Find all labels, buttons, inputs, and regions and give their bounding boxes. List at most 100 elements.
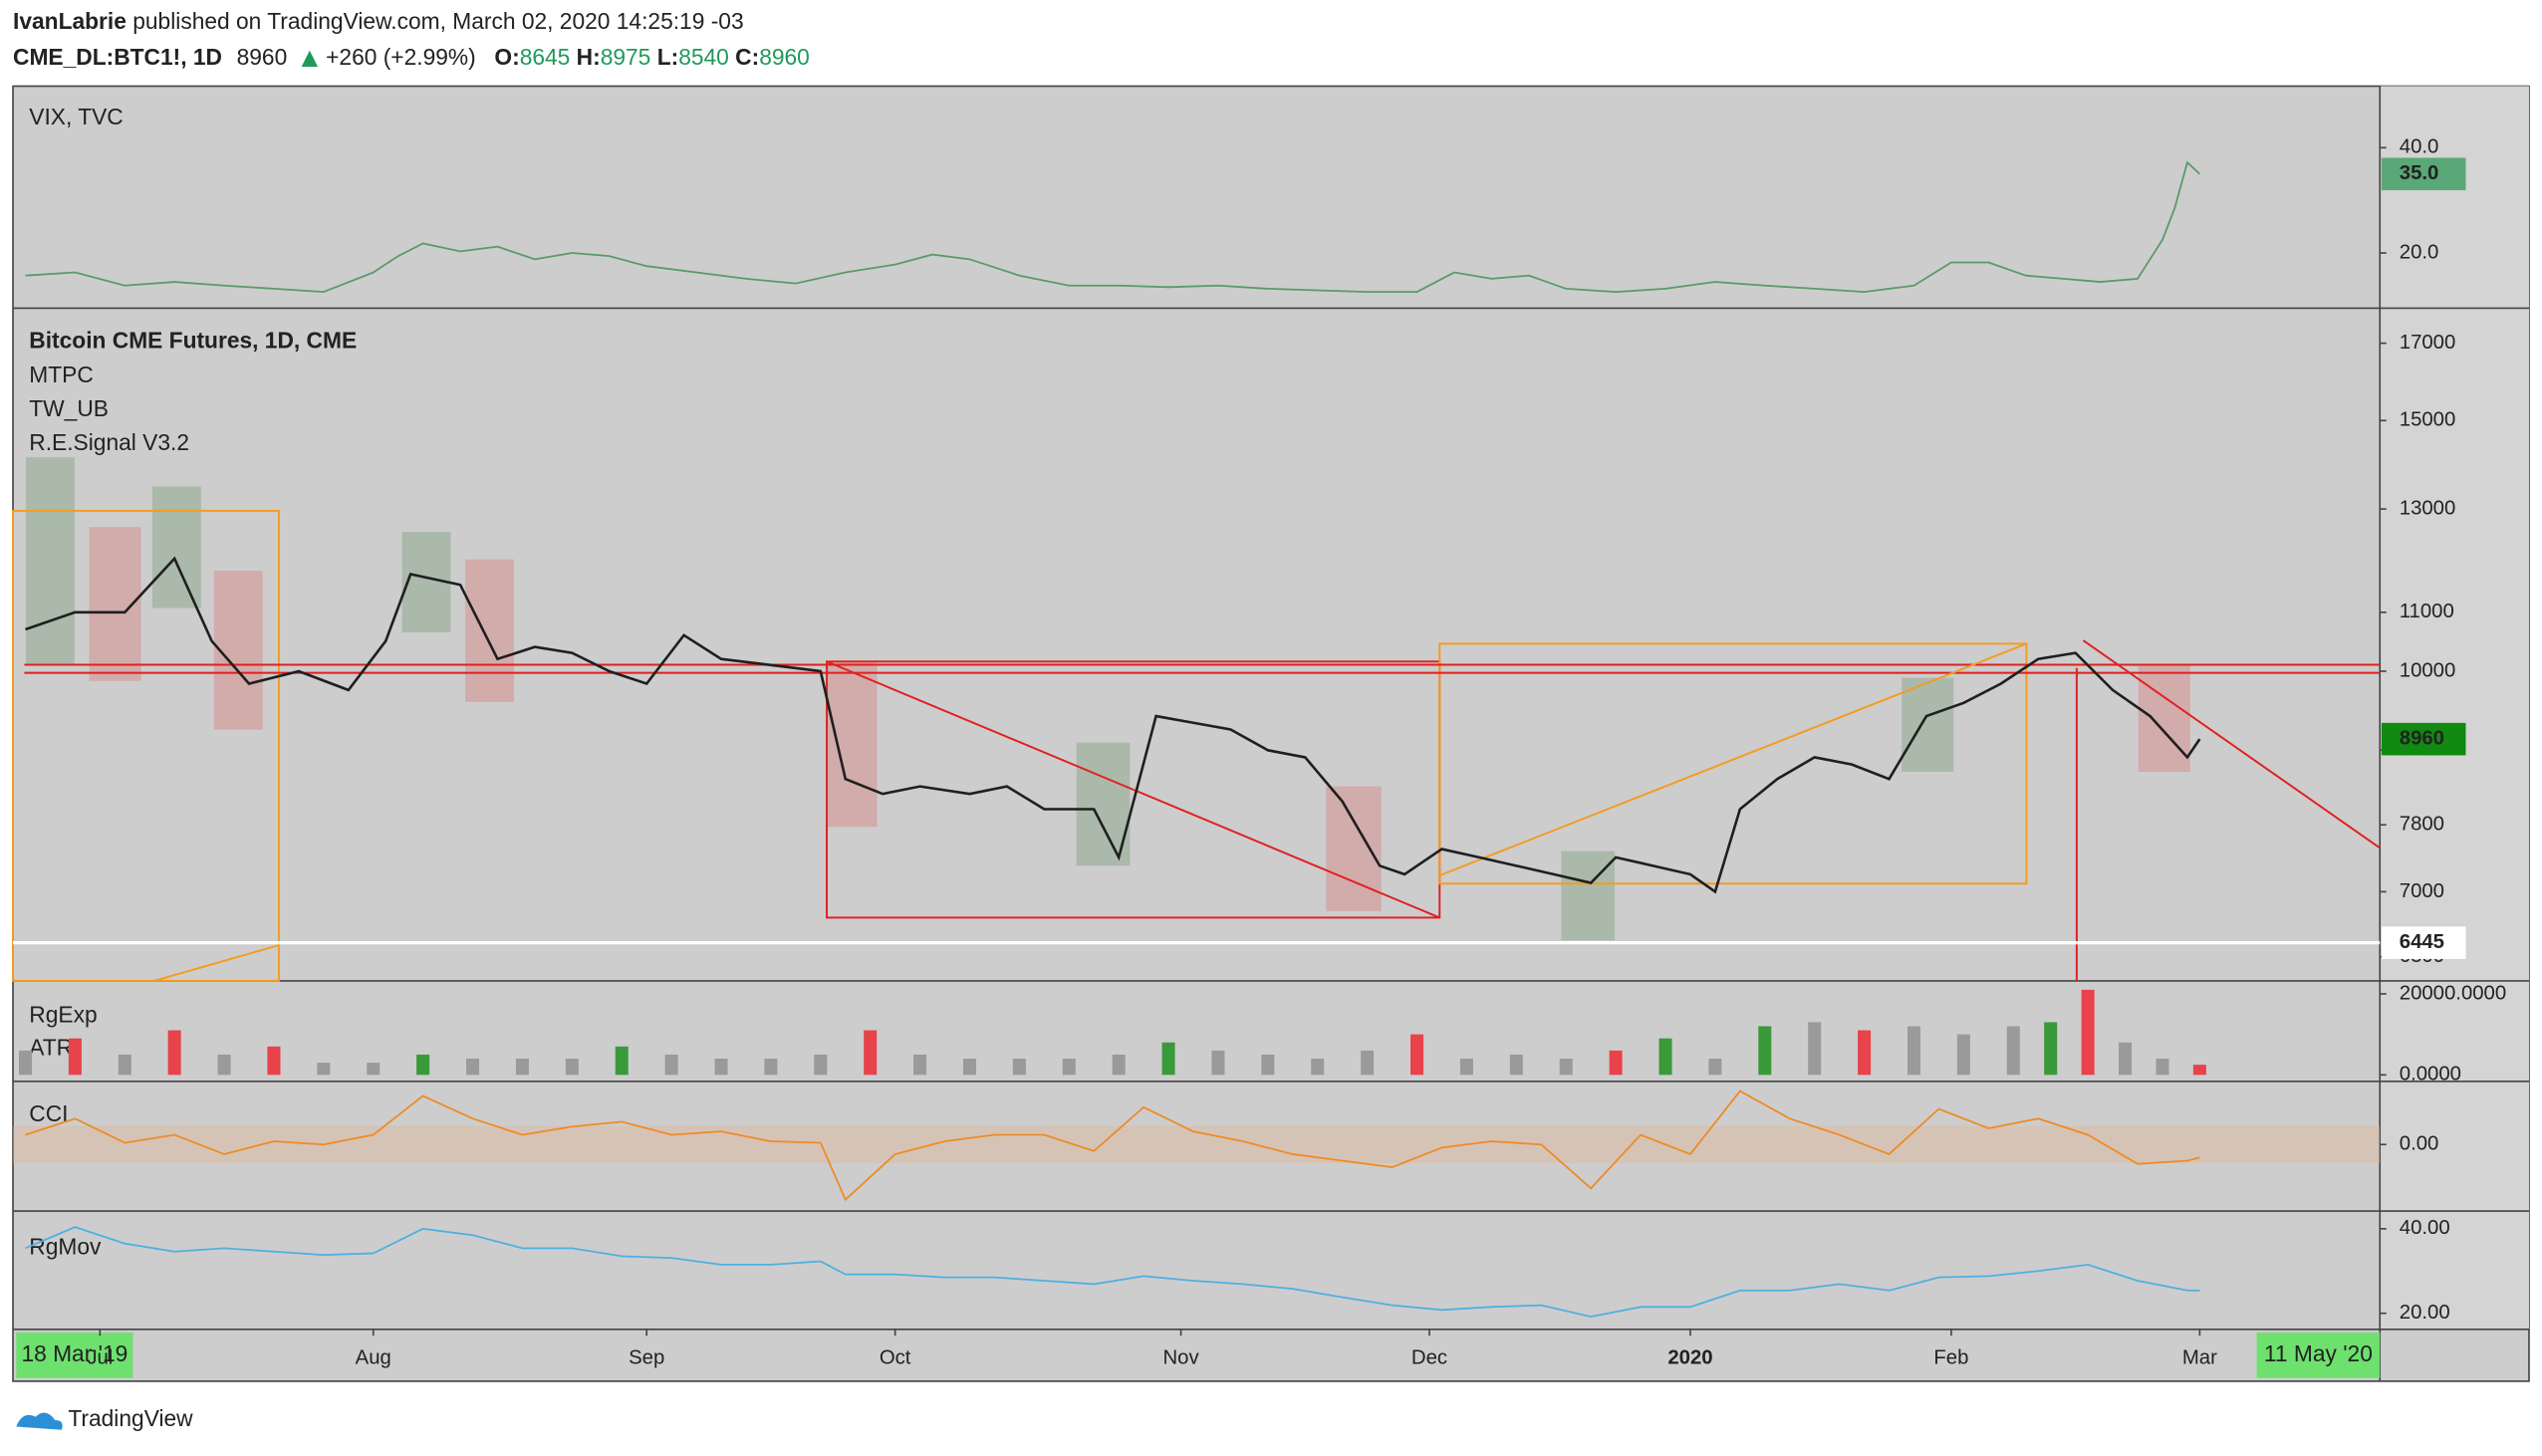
series-line xyxy=(25,556,2201,894)
volume-bar xyxy=(1012,1059,1026,1076)
x-tick-label: Dec xyxy=(1411,1346,1447,1368)
volume-bar xyxy=(1609,1050,1623,1076)
y-tick-label: 20000.0000 xyxy=(2400,982,2506,1004)
range-box xyxy=(1438,642,2028,885)
series-line xyxy=(25,1090,2200,1202)
x-tick-label: Aug xyxy=(356,1346,391,1368)
y-tick-label: 15000 xyxy=(2400,409,2456,431)
up-arrow xyxy=(301,50,318,67)
x-tick-label: Mar xyxy=(2182,1346,2217,1368)
logo-icon xyxy=(16,1412,63,1430)
price-label: 6445 xyxy=(2400,931,2444,953)
volume-bar xyxy=(1261,1054,1275,1076)
signal-box xyxy=(26,457,75,665)
volume-bar xyxy=(1956,1034,1970,1076)
trend-line xyxy=(1438,642,2027,877)
signal-box xyxy=(2138,664,2190,772)
author: IvanLabrie xyxy=(13,8,127,34)
volume-bar xyxy=(118,1054,131,1076)
plot-layer: 40.020.035.01700015000130001100010000880… xyxy=(13,136,2506,1368)
panel-title: Bitcoin CME Futures, 1D, CME xyxy=(29,328,357,354)
y-tick-label: 40.00 xyxy=(2400,1217,2450,1239)
y-tick-label: 20.0 xyxy=(2400,241,2439,263)
price-label-box xyxy=(2381,926,2466,959)
ohlc-value: 8645 xyxy=(520,44,571,70)
x-tick-label: Oct xyxy=(880,1346,911,1368)
volume-bar xyxy=(1808,1022,1822,1076)
volume-bar xyxy=(1858,1030,1872,1076)
x-tick-label: Jul xyxy=(87,1346,113,1368)
signal-box xyxy=(465,559,514,702)
signal-box xyxy=(827,661,878,828)
volume-bar xyxy=(18,1050,33,1076)
panel-separators xyxy=(13,86,2529,1381)
volume-bar xyxy=(864,1030,878,1076)
volume-bar xyxy=(615,1046,629,1076)
price-label-box xyxy=(2381,157,2466,191)
symbol: CME_DL:BTC1!, 1D xyxy=(13,44,222,70)
published: published on TradingView.com, March 02, … xyxy=(132,8,743,34)
ohlc-key: C: xyxy=(735,44,759,70)
volume-bar xyxy=(317,1063,331,1076)
x-tick-label: 2020 xyxy=(1667,1346,1712,1368)
y-tick-label: 7000 xyxy=(2400,880,2444,902)
signal-box xyxy=(1326,786,1382,911)
volume-bar xyxy=(714,1059,728,1076)
price-label: 8960 xyxy=(2400,728,2444,750)
ohlc-key: L: xyxy=(657,44,679,70)
y-tick-label: 40.0 xyxy=(2400,136,2439,158)
volume-bar xyxy=(1311,1059,1325,1076)
volume-bar xyxy=(217,1054,231,1076)
volume-bar xyxy=(565,1059,579,1076)
y-tick-label: 7800 xyxy=(2400,814,2444,836)
trend-line xyxy=(2082,639,2381,849)
volume-bar xyxy=(68,1038,82,1076)
volume-bar xyxy=(913,1054,927,1076)
volume-bar xyxy=(1062,1059,1076,1076)
y-tick-label: 13000 xyxy=(2400,497,2456,519)
range-box xyxy=(12,509,280,982)
price-label-box xyxy=(2381,722,2466,756)
ohlc-value: 8540 xyxy=(678,44,729,70)
volume-bar xyxy=(814,1054,828,1076)
volume-bar xyxy=(1658,1038,1672,1076)
volume-bar xyxy=(1211,1050,1225,1076)
volume-bar xyxy=(416,1054,430,1076)
volume-bar xyxy=(267,1046,281,1076)
x-tick-label: Feb xyxy=(1933,1346,1968,1368)
volume-bar xyxy=(515,1059,529,1076)
change: +260 (+2.99%) xyxy=(326,44,476,70)
chart-frame xyxy=(12,85,2530,1382)
signal-box xyxy=(151,486,201,608)
volume-bar xyxy=(2044,1022,2058,1076)
volume-bar xyxy=(1758,1026,1772,1076)
panel-title: VIX, TVC xyxy=(29,104,123,129)
volume-bar xyxy=(962,1059,976,1076)
x-tick-label: Sep xyxy=(629,1346,664,1368)
date-range-start: 18 Mar '19 xyxy=(21,1340,127,1366)
volume-bar xyxy=(2156,1059,2169,1076)
ohlc-value: 8960 xyxy=(759,44,810,70)
volume-bar xyxy=(1361,1050,1375,1076)
panel-title: RgMov xyxy=(29,1233,102,1259)
ohlc: O:8645 H:8975 L:8540 C:8960 xyxy=(494,44,809,70)
signal-box xyxy=(213,571,263,730)
volume-bar xyxy=(1708,1059,1722,1076)
volume-bar xyxy=(1509,1054,1523,1076)
indicator-name: MTPC xyxy=(29,362,94,387)
ohlc-key: O: xyxy=(494,44,519,70)
volume-bar xyxy=(1559,1059,1573,1076)
trend-line xyxy=(826,660,1440,919)
series-line xyxy=(25,160,2200,293)
y-tick-label: 20.00 xyxy=(2400,1302,2450,1324)
signal-box xyxy=(1561,850,1616,941)
volume-bar xyxy=(2119,1042,2133,1076)
date-range-box xyxy=(2256,1333,2381,1378)
trend-line xyxy=(153,944,280,982)
volume-bar xyxy=(167,1030,181,1076)
ohlc-value: 8975 xyxy=(601,44,651,70)
footer-brand[interactable]: TradingView xyxy=(68,1405,193,1431)
volume-bar xyxy=(1161,1042,1175,1076)
y-tick-label: 10000 xyxy=(2400,659,2456,681)
